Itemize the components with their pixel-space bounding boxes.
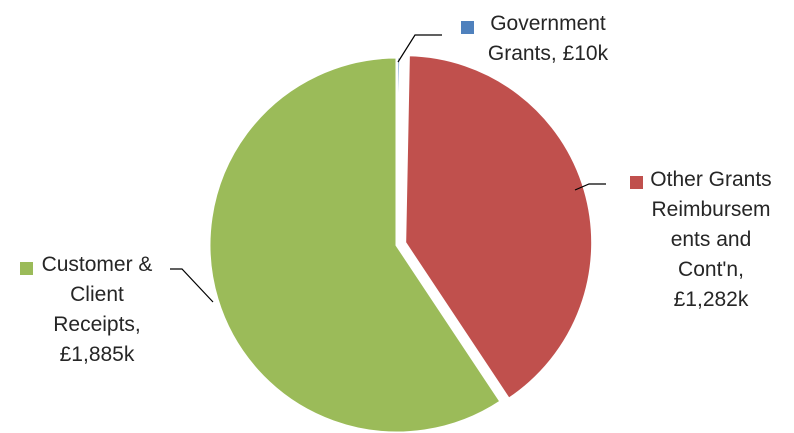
slice-label-line: Receipts,: [53, 313, 141, 336]
slice-label-line: Grants, £10k: [488, 42, 609, 65]
slice-label-line: Government: [490, 12, 606, 35]
slice-label-line: Cont'n,: [678, 258, 744, 281]
slice-label-text: Customer & Client Receipts, £1,885k: [42, 253, 153, 366]
slice-label: Customer & Client Receipts, £1,885k: [20, 253, 214, 366]
legend-marker: [630, 176, 643, 189]
leader-line: [397, 34, 442, 63]
leader-line: [574, 183, 606, 191]
slice-label: Government Grants, £10k: [397, 12, 609, 65]
slice-label-line: £1,282k: [674, 288, 749, 311]
slice-label: Other Grants Reimbursem ents and Cont'n, £1,…: [574, 168, 772, 311]
slice-label-line: Customer &: [42, 253, 153, 276]
pie-slice: [403, 53, 595, 402]
legend-marker: [20, 262, 33, 275]
slice-label-text: Government Grants, £10k: [488, 12, 609, 65]
leader-line: [170, 268, 214, 303]
slice-label-line: Client: [70, 283, 124, 306]
legend-marker: [461, 21, 474, 34]
slice-label-text: Other Grants Reimbursem ents and Cont'n, £1,…: [650, 168, 771, 311]
slice-label-line: £1,885k: [60, 343, 135, 366]
slice-label-line: Reimbursem: [651, 198, 770, 221]
slice-label-line: ents and: [671, 228, 752, 251]
slice-label-line: Other Grants: [650, 168, 771, 191]
